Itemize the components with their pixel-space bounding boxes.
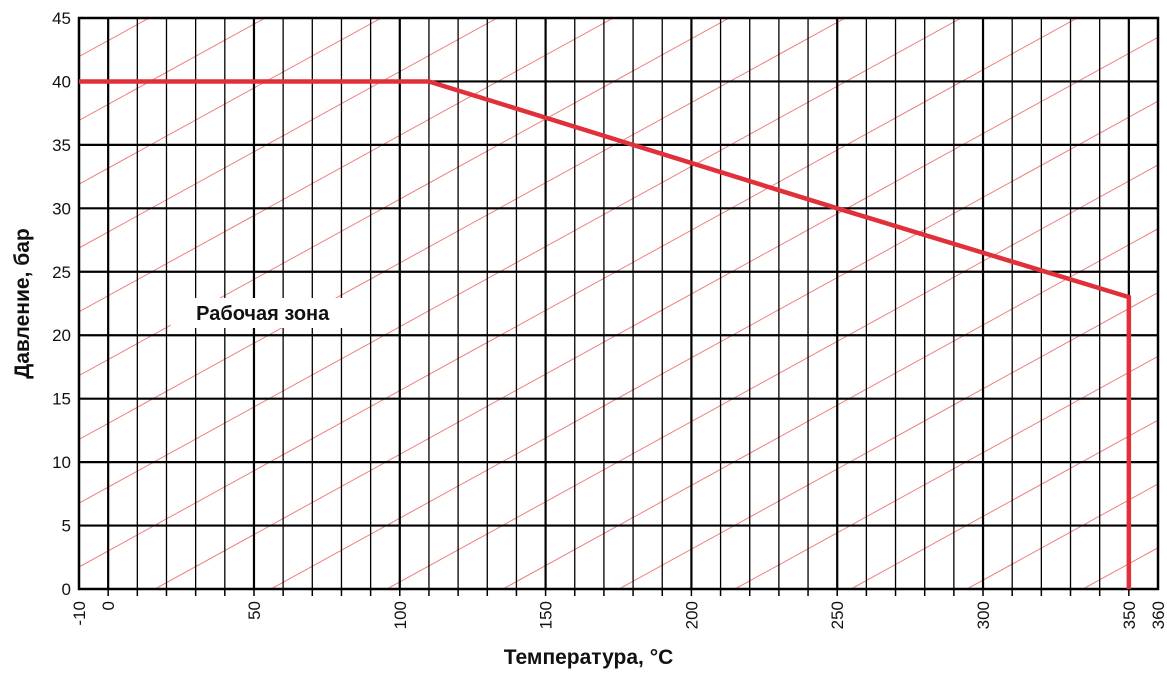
hatch-line <box>0 0 279 589</box>
y-tick-label: 45 <box>52 9 71 28</box>
hatch-line <box>79 18 731 377</box>
y-tick-labels: 0 5 10 15 20 25 30 35 40 45 <box>52 9 71 599</box>
x-tick-label: 350 <box>1120 601 1139 629</box>
hatch-pattern <box>0 0 1158 589</box>
y-tick-label: 25 <box>52 263 71 282</box>
major-grid <box>79 18 1158 589</box>
y-tick-label: 35 <box>52 136 71 155</box>
hatch-line <box>79 18 963 504</box>
x-tick-label: -10 <box>70 601 89 626</box>
x-minor-ticks <box>107 589 1130 596</box>
minor-grid <box>136 18 1101 589</box>
plot-frame <box>77 16 1160 591</box>
hatch-line <box>79 18 615 313</box>
y-tick-label: 40 <box>52 72 71 91</box>
hatch-line <box>270 100 1158 589</box>
y-tick-label: 10 <box>52 453 71 472</box>
boundary-layer <box>79 79 1132 589</box>
hatch-line <box>734 355 1158 589</box>
hatch-line <box>618 291 1158 589</box>
x-tick-label: 150 <box>537 601 556 629</box>
hatch-line <box>386 164 1158 589</box>
y-axis-title: Давление, бар <box>11 228 34 378</box>
zone-label: Рабочая зона <box>196 303 330 325</box>
hatch-line <box>79 18 267 121</box>
x-tick-labels: -10 0 50 100 150 200 250 300 350 360 <box>70 601 1167 629</box>
x-tick-label: 250 <box>828 601 847 629</box>
y-tick-label: 5 <box>62 517 71 536</box>
hatch-line <box>79 18 1079 568</box>
hatch-line <box>79 18 151 58</box>
hatch-line <box>79 18 499 249</box>
y-tick-label: 20 <box>52 326 71 345</box>
series-boundary-line <box>79 79 1132 589</box>
y-tick-label: 30 <box>52 199 71 218</box>
y-tick-label: 15 <box>52 390 71 409</box>
hatch-line <box>502 228 1158 589</box>
hatch-line <box>966 483 1158 589</box>
x-tick-label: 50 <box>245 601 264 620</box>
x-tick-label: 360 <box>1149 601 1167 629</box>
hatch-line <box>850 419 1158 589</box>
hatch-line <box>154 36 1158 589</box>
x-tick-label: 0 <box>99 601 118 610</box>
x-axis-title: Температура, °C <box>504 646 674 669</box>
hatch-line <box>79 18 847 440</box>
x-tick-label: 100 <box>391 601 410 629</box>
x-tick-label: 300 <box>974 601 993 629</box>
x-tick-label: 200 <box>682 601 701 629</box>
zone-label-background <box>170 297 355 328</box>
y-tick-label: 0 <box>62 580 71 599</box>
